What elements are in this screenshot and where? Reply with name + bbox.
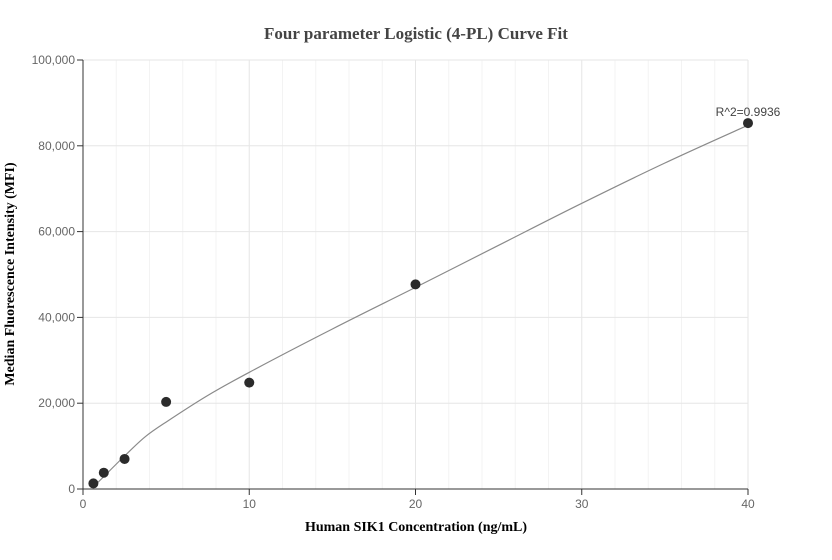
data-point[interactable] xyxy=(743,118,753,129)
data-point[interactable] xyxy=(161,396,172,407)
annotations: R^2=0.9936 xyxy=(716,105,781,119)
fit-curve-line xyxy=(92,124,749,488)
ticks: 0 10 20 30 40 0 20,000 40,000 60,000 80,000 100,00… xyxy=(32,53,755,511)
data-point[interactable] xyxy=(88,478,99,489)
x-tick-label: 10 xyxy=(243,497,257,511)
data-points xyxy=(88,118,753,489)
data-point[interactable] xyxy=(98,467,109,478)
y-axis-title: Median Fluorescence Intensity (MFI) xyxy=(3,162,18,386)
y-tick-label: 80,000 xyxy=(38,139,75,153)
r-squared-annotation: R^2=0.9936 xyxy=(716,105,781,119)
y-tick-label: 0 xyxy=(68,482,75,496)
x-tick-label: 30 xyxy=(575,497,589,511)
x-tick-label: 20 xyxy=(409,497,423,511)
x-axis-title: Human SIK1 Concentration (ng/mL) xyxy=(305,520,527,535)
data-point[interactable] xyxy=(244,377,255,388)
y-tick-label: 60,000 xyxy=(38,225,75,239)
fit-curve-layer xyxy=(92,124,749,488)
x-tick-label: 0 xyxy=(80,497,87,511)
chart-title: Four parameter Logistic (4-PL) Curve Fit xyxy=(264,24,568,43)
y-tick-label: 40,000 xyxy=(38,310,75,324)
y-tick-label: 20,000 xyxy=(38,396,75,410)
data-point[interactable] xyxy=(119,453,130,464)
x-tick-label: 40 xyxy=(741,497,755,511)
y-tick-label: 100,000 xyxy=(32,53,76,67)
data-point[interactable] xyxy=(410,279,421,290)
grid xyxy=(83,59,749,489)
